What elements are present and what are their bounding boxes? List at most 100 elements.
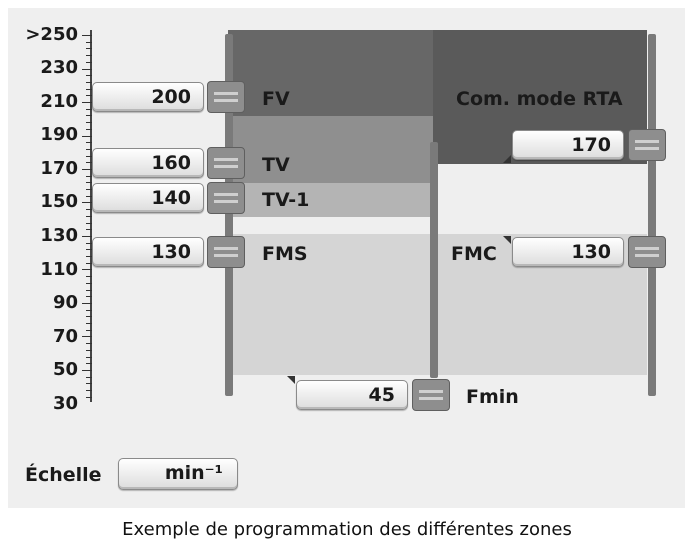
scale-tick [86,296,92,297]
scale-tick [82,102,92,103]
scale-tick [86,357,92,358]
scale-tick [86,142,92,143]
scale-tick [86,397,92,398]
scale-tick [86,350,92,351]
scale-tick [82,236,92,237]
scale-tick [86,182,92,183]
tv1-label: TV-1 [262,189,310,211]
scale-tick [86,48,92,49]
com-rta-spinner[interactable] [628,129,666,161]
scale-tick [86,55,92,56]
scale-label: 70 [52,326,78,347]
fmc-spinner[interactable] [628,236,666,268]
scale-tick [86,196,92,197]
scale-tick [86,82,92,83]
fv-label: FV [262,88,290,110]
scale-label: 190 [40,124,78,145]
scale-tick [86,149,92,150]
echelle-unit-selector[interactable]: min⁻¹ [118,458,238,490]
scale-tick [86,343,92,344]
scale-tick [86,243,92,244]
scale-tick [86,330,92,331]
scale-tick [82,169,92,170]
scale-tick [82,269,92,270]
scale-tick [86,276,92,277]
scale-tick [86,383,92,384]
scale-tick [86,249,92,250]
scale-tick [86,122,92,123]
fmin-label: Fmin [466,386,519,408]
fms-label: FMS [262,243,308,265]
fmin-spinner[interactable] [412,379,450,411]
scale-label: 30 [52,393,78,414]
tv-value-field[interactable]: 160 [92,148,204,178]
fmc-label: FMC [451,243,497,265]
zone-tv [228,116,433,183]
zone-tv1 [228,183,433,217]
fmc-value-field[interactable]: 130 [512,237,624,267]
scale-label: 110 [40,259,78,280]
scale-tick [86,283,92,284]
scale-tick [86,109,92,110]
scale-tick [86,377,92,378]
echelle-label: Échelle [25,464,102,486]
scale-label: 210 [40,91,78,112]
scale-tick [86,229,92,230]
com-rta-value-field[interactable]: 170 [512,130,624,160]
scale-tick [86,216,92,217]
scale-tick [86,89,92,90]
scale-label: 230 [40,57,78,78]
scale-tick [86,323,92,324]
scale-tick [82,35,92,36]
scale-tick [82,370,92,371]
scale-tick [86,129,92,130]
tv-label: TV [262,154,290,176]
scale-tick [86,189,92,190]
scale-tick [86,156,92,157]
scale-label: 170 [40,158,78,179]
fv-spinner[interactable] [207,81,245,113]
scale-tick [86,95,92,96]
tv1-spinner[interactable] [207,182,245,214]
scale-label: >250 [25,24,78,45]
scale-label: 150 [40,191,78,212]
scale-tick [86,115,92,116]
scale-tick [86,75,92,76]
scale-tick [86,310,92,311]
tv1-value-field[interactable]: 140 [92,183,204,213]
fmin-value-field[interactable]: 45 [296,380,408,410]
fmin-marker [287,376,295,384]
scale-tick [86,42,92,43]
scale-tick [82,202,92,203]
fms-spinner[interactable] [207,236,245,268]
scale-tick [82,303,92,304]
scale-tick [82,69,92,70]
scale-label: 90 [52,292,78,313]
fmc-marker [503,236,511,244]
scale-tick [86,209,92,210]
scale-tick [86,390,92,391]
scale-tick [86,363,92,364]
tv-spinner[interactable] [207,147,245,179]
zone-divider-right[interactable] [648,34,656,396]
scale-tick [86,256,92,257]
scale-label: 130 [40,225,78,246]
zone-fv [228,30,433,116]
com-rta-marker [503,155,511,163]
scale-tick [86,223,92,224]
figure-caption: Exemple de programmation des différentes… [122,519,572,540]
scale-tick [86,62,92,63]
fms-value-field[interactable]: 130 [92,237,204,267]
zone-divider-left[interactable] [225,34,233,396]
zone-divider-middle[interactable] [430,142,438,378]
scale-tick [86,263,92,264]
scale-tick [86,176,92,177]
scale-tick [86,162,92,163]
scale-tick [82,336,92,337]
scale-tick [82,136,92,137]
scale-tick [86,316,92,317]
scale-tick [86,290,92,291]
scale-label: 50 [52,359,78,380]
fv-value-field[interactable]: 200 [92,82,204,112]
com-rta-label: Com. mode RTA [456,88,623,110]
